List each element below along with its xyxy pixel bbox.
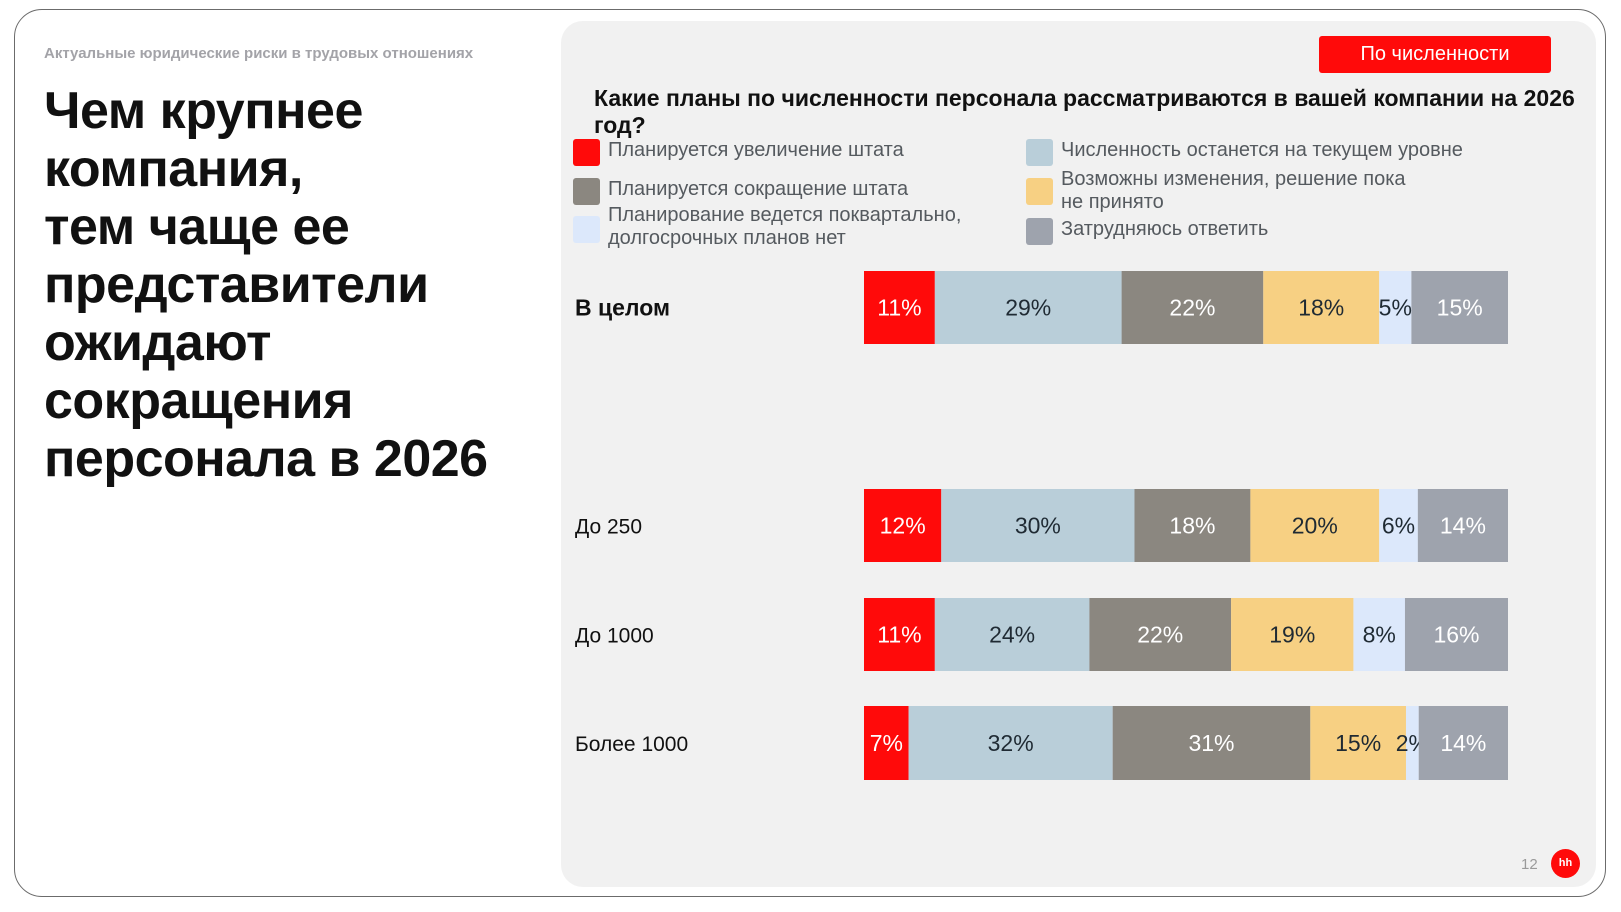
legend-label-quarterly: Планирование ведется поквартально, долго… <box>608 204 962 249</box>
bar-decrease-2 <box>1089 598 1232 671</box>
bar-decrease-3 <box>1112 706 1311 780</box>
legend-item-decrease: Планируется сокращение штата <box>573 178 908 205</box>
data-label-same-0: 29% <box>1005 295 1051 321</box>
data-label-same-1: 30% <box>1015 513 1061 539</box>
data-label-decrease-2: 22% <box>1137 622 1183 648</box>
chart-title: Какие планы по численности персонала рас… <box>594 85 1575 138</box>
data-label-decrease-0: 22% <box>1169 295 1215 321</box>
bar-undecided-3 <box>1310 706 1406 780</box>
data-label-increase-1: 12% <box>880 513 926 539</box>
legend-swatch-quarterly <box>573 216 600 243</box>
legend-item-quarterly: Планирование ведется поквартально, долго… <box>573 204 961 250</box>
bar-undecided-1 <box>1250 489 1380 562</box>
data-label-undecided-2: 19% <box>1269 622 1315 648</box>
legend-item-same: Численность останется на текущем уровне <box>1026 139 1463 166</box>
bar-unsure-1 <box>1417 489 1508 562</box>
bar-undecided-2 <box>1231 598 1354 671</box>
data-label-increase-0: 11% <box>877 295 921 321</box>
data-label-quarterly-2: 8% <box>1363 622 1396 648</box>
bar-same-1 <box>941 489 1135 562</box>
legend-label-undecided: Возможны изменения, решение пока не прин… <box>1061 168 1406 213</box>
bar-decrease-1 <box>1134 489 1251 562</box>
filter-tag-by-size[interactable]: По численности <box>1319 36 1551 73</box>
bar-same-3 <box>908 706 1113 780</box>
bar-unsure-0 <box>1411 271 1508 344</box>
legend-swatch-decrease <box>573 178 600 205</box>
bar-unsure-2 <box>1404 598 1508 671</box>
page-headline: Чем крупнее компания, тем чаще ее предст… <box>44 82 488 488</box>
bar-increase-3 <box>864 706 909 780</box>
legend-item-increase: Планируется увеличение штата <box>573 139 904 166</box>
bar-quarterly-1 <box>1379 489 1418 562</box>
page-number: 12 <box>1521 856 1538 873</box>
hh-logo: hh <box>1551 849 1580 878</box>
legend-label-increase: Планируется увеличение штата <box>608 139 904 161</box>
data-label-undecided-0: 18% <box>1298 295 1344 321</box>
data-label-same-3: 32% <box>988 730 1034 756</box>
row-label-0: В целом <box>575 295 670 321</box>
data-label-unsure-2: 16% <box>1433 622 1479 648</box>
bar-increase-0 <box>864 271 935 344</box>
legend-swatch-unsure <box>1026 218 1053 245</box>
legend-swatch-same <box>1026 139 1053 166</box>
bar-quarterly-0 <box>1379 271 1412 344</box>
legend-label-same: Численность останется на текущем уровне <box>1061 139 1463 161</box>
data-label-undecided-3: 15% <box>1335 730 1381 756</box>
data-label-unsure-0: 15% <box>1437 295 1483 321</box>
data-label-increase-3: 7% <box>870 730 903 756</box>
data-label-increase-2: 11% <box>877 622 921 648</box>
legend-label-unsure: Затрудняюсь ответить <box>1061 218 1269 240</box>
row-label-3: Более 1000 <box>575 733 688 756</box>
row-label-2: До 1000 <box>575 625 654 648</box>
legend-swatch-increase <box>573 139 600 166</box>
bar-increase-1 <box>864 489 942 562</box>
data-label-decrease-1: 18% <box>1169 513 1215 539</box>
legend-swatch-undecided <box>1026 178 1053 205</box>
bar-unsure-3 <box>1418 706 1508 780</box>
bar-increase-2 <box>864 598 935 671</box>
bar-same-0 <box>934 271 1122 344</box>
bar-quarterly-2 <box>1353 598 1405 671</box>
data-label-decrease-3: 31% <box>1188 730 1234 756</box>
row-label-1: До 250 <box>575 516 642 539</box>
data-label-unsure-1: 14% <box>1440 513 1486 539</box>
bar-same-2 <box>934 598 1090 671</box>
data-label-quarterly-0: 5% <box>1379 295 1412 321</box>
bar-quarterly-3 <box>1405 706 1419 780</box>
legend-item-unsure: Затрудняюсь ответить <box>1026 218 1268 245</box>
bar-undecided-0 <box>1263 271 1380 344</box>
legend-item-undecided: Возможны изменения, решение пока не прин… <box>1026 168 1406 214</box>
data-label-unsure-3: 14% <box>1440 730 1486 756</box>
data-label-same-2: 24% <box>989 622 1035 648</box>
data-label-undecided-1: 20% <box>1292 513 1338 539</box>
bar-decrease-0 <box>1121 271 1264 344</box>
data-label-quarterly-1: 6% <box>1382 513 1415 539</box>
section-subtitle: Актуальные юридические риски в трудовых … <box>44 45 474 62</box>
legend-label-decrease: Планируется сокращение штата <box>608 178 909 200</box>
